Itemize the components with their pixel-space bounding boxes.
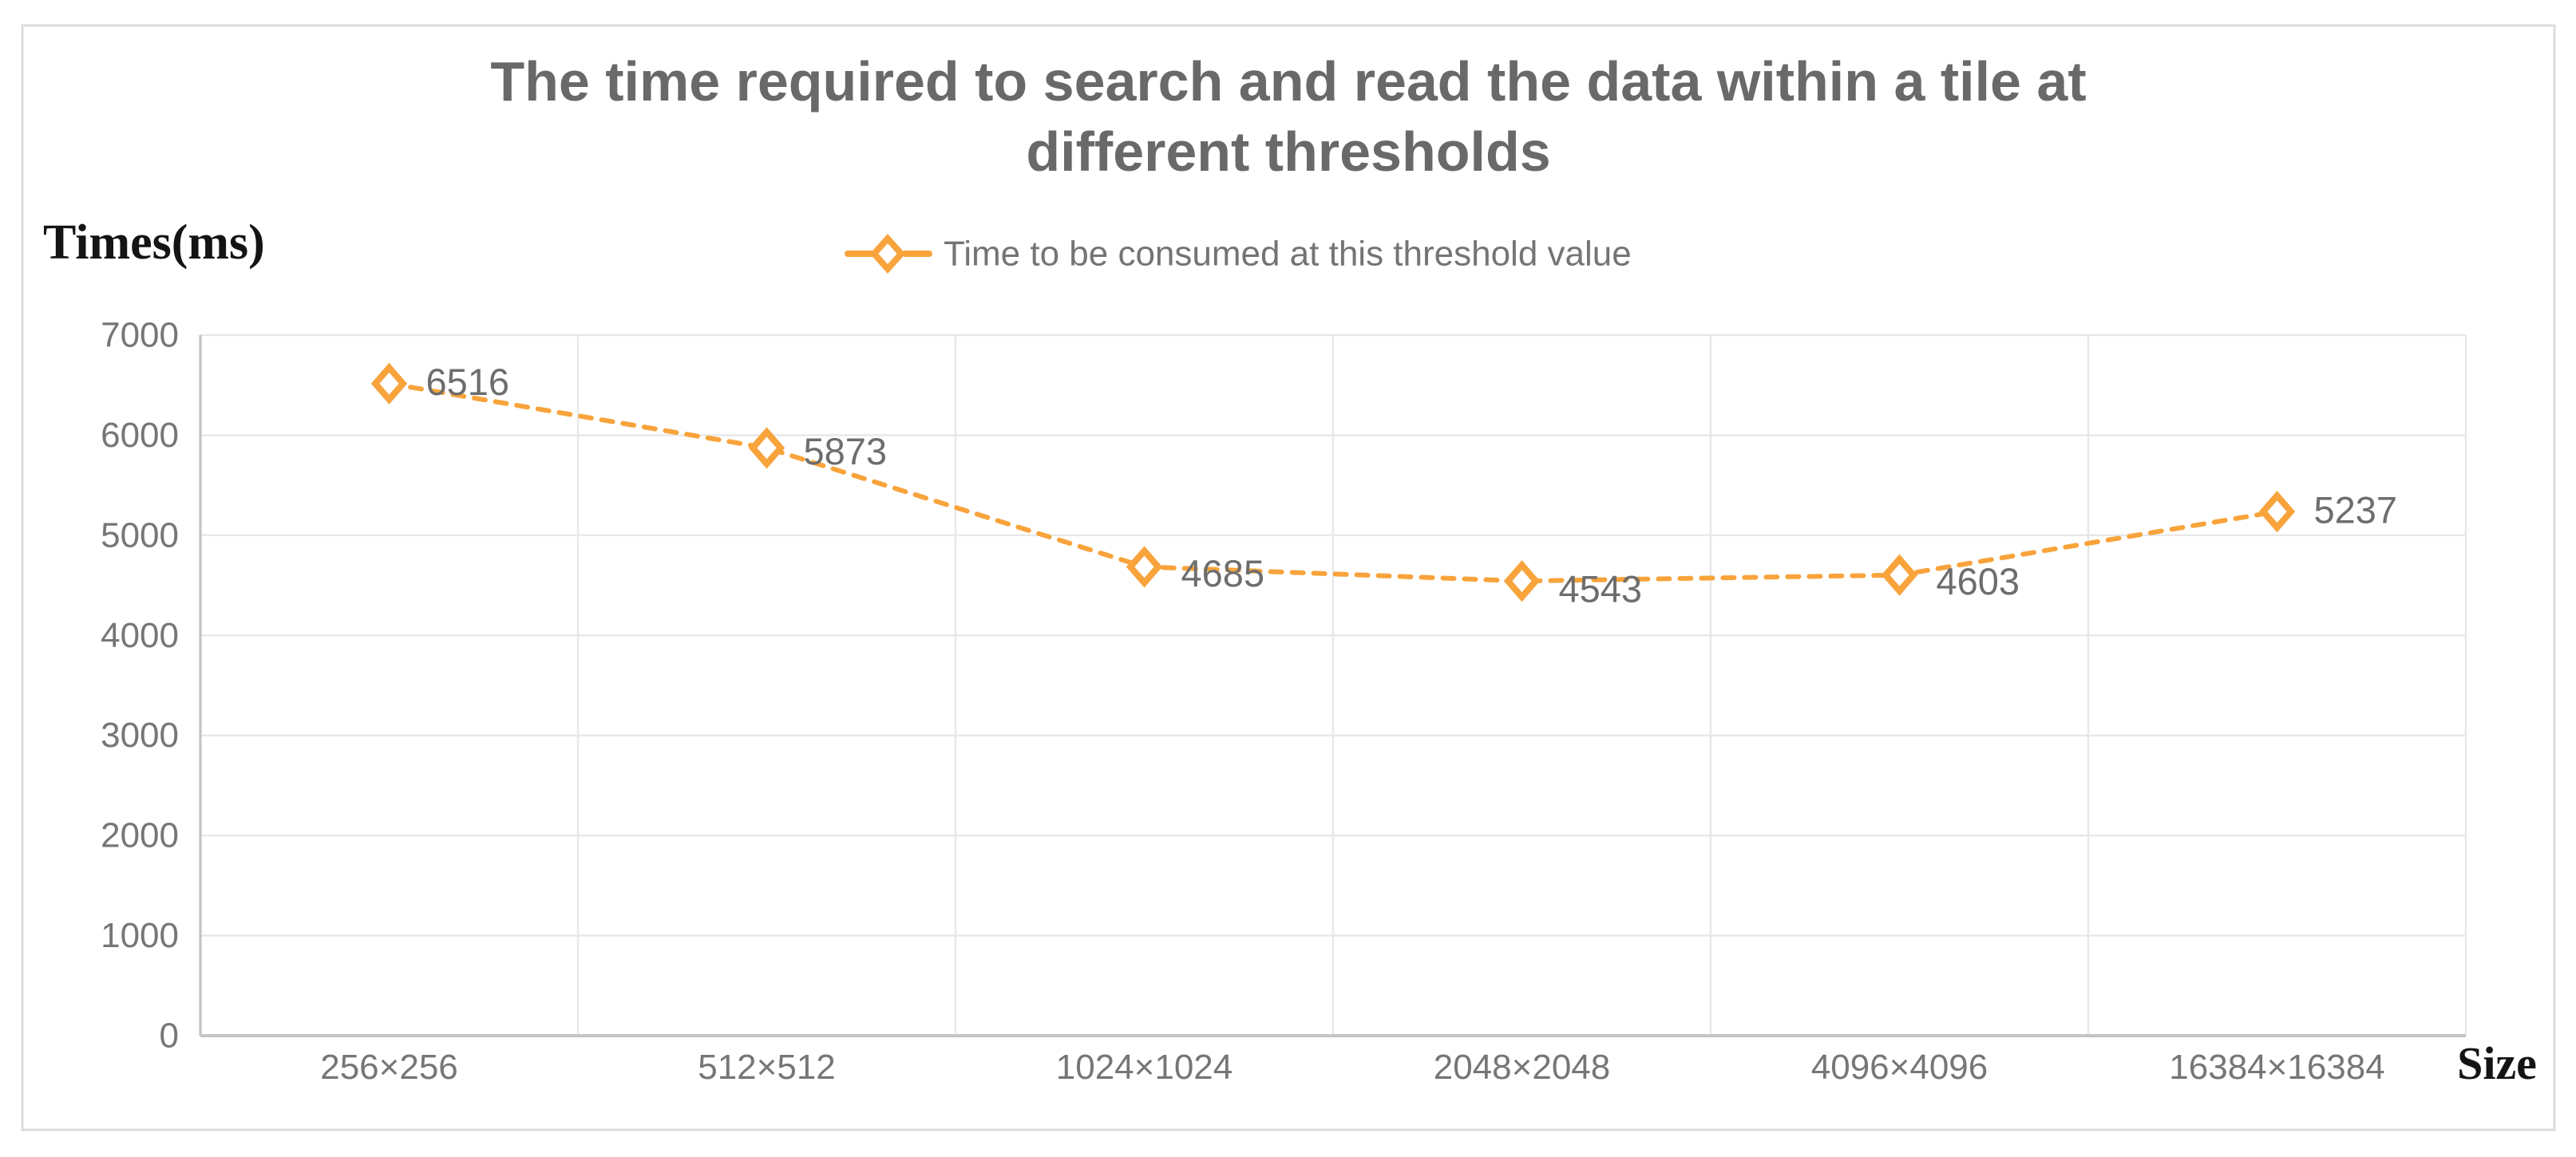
legend-diamond-icon (869, 234, 906, 274)
data-point-marker (370, 362, 408, 405)
y-tick-label: 5000 (101, 515, 179, 555)
chart-title-line2: different thresholds (1026, 120, 1550, 183)
data-point-label: 4543 (1559, 568, 1643, 610)
data-point-label: 4603 (1937, 560, 2020, 602)
y-tick-label: 2000 (101, 816, 179, 855)
x-category-label: 16384×16384 (2169, 1048, 2384, 1087)
data-point-label: 5237 (2314, 489, 2398, 531)
data-point-label: 5873 (804, 430, 888, 472)
x-category-label: 256×256 (320, 1048, 458, 1087)
data-point-marker (1126, 546, 1163, 588)
y-tick-label: 0 (160, 1017, 179, 1056)
y-tick-label: 4000 (101, 616, 179, 655)
y-tick-label: 6000 (101, 416, 179, 455)
y-tick-label: 1000 (101, 916, 179, 955)
chart-title-line1: The time required to search and read the… (490, 50, 2086, 113)
data-point-marker (748, 427, 785, 469)
x-axis-title: Size (2457, 1037, 2537, 1089)
data-point-marker (1881, 554, 1918, 596)
data-point-marker (1503, 560, 1541, 602)
chart-border (21, 24, 2556, 1131)
legend-label: Time to be consumed at this threshold va… (944, 235, 1632, 274)
data-point-label: 6516 (426, 361, 510, 403)
x-category-label: 2048×2048 (1434, 1048, 1610, 1087)
y-axis-title: Times(ms) (43, 215, 265, 270)
legend: Time to be consumed at this threshold va… (845, 234, 1632, 274)
x-category-label: 1024×1024 (1056, 1048, 1233, 1087)
x-category-label: 512×512 (698, 1048, 836, 1087)
data-point-marker (2258, 491, 2296, 533)
data-point-label: 4685 (1181, 552, 1265, 594)
plot-area: 0 1000 2000 3000 4000 5000 6000 7000 256×256 512×… (101, 316, 2467, 1087)
x-category-label: 4096×4096 (1811, 1048, 1988, 1087)
y-tick-label: 3000 (101, 716, 179, 755)
y-tick-label: 7000 (101, 316, 179, 355)
series-line (386, 381, 2280, 584)
